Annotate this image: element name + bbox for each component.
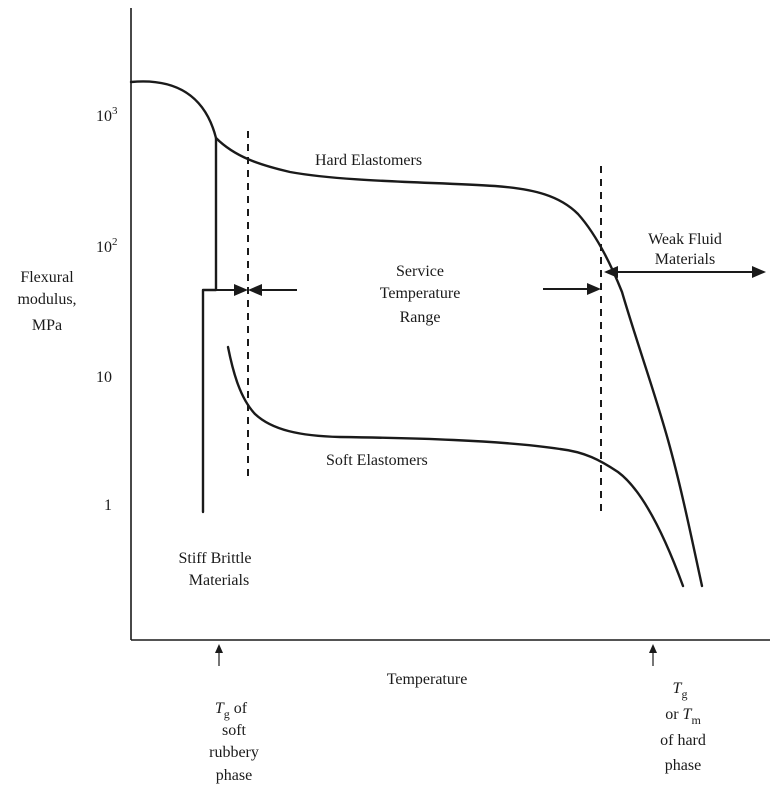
weak-fluid-label-line-1: Weak Fluid (648, 231, 722, 248)
arrow-head-icon (215, 644, 223, 653)
y-axis-label-line-3: MPa (32, 317, 62, 334)
series-hard-elastomers-curve (129, 80, 704, 588)
tg-soft-label-line-4: phase (216, 767, 252, 784)
tg-hard-label-line-3: of hard (660, 732, 706, 749)
arrow-head-icon (234, 284, 248, 296)
tg-hard-label-line-1: Tg (673, 680, 688, 701)
service-range-label-line-2: Temperature (380, 285, 461, 302)
weak-fluid-label-line-2: Materials (655, 251, 715, 268)
tg-hard-label-line-2: or Tm (665, 706, 701, 727)
arrow-head-icon (649, 644, 657, 653)
tg-soft-label-line-2: soft (222, 722, 247, 739)
tg-soft-label-line-1: Tg of (215, 700, 248, 721)
y-tick-10: 10 (96, 369, 112, 386)
tg-hard-label-line-4: phase (665, 757, 701, 774)
stiff-brittle-label-line-2: Materials (189, 572, 249, 589)
arrow-head-icon (604, 266, 618, 278)
y-tick-100: 102 (96, 236, 118, 256)
stiff-brittle-label-line-1: Stiff Brittle (178, 550, 251, 567)
y-tick-1000: 103 (96, 105, 118, 125)
arrow-head-icon (248, 284, 262, 296)
series-label-hard-elastomers: Hard Elastomers (315, 152, 422, 169)
series-soft-elastomers-curve (226, 345, 685, 588)
arrow-head-icon (752, 266, 766, 278)
y-tick-1: 1 (104, 497, 112, 514)
series-label-soft-elastomers: Soft Elastomers (326, 452, 428, 469)
service-range-label-line-3: Range (400, 309, 441, 326)
y-axis-label-line-1: Flexural (20, 269, 74, 286)
x-axis-label: Temperature (387, 671, 468, 688)
service-range-label-line-1: Service (396, 263, 444, 280)
y-axis-label-line-2: modulus, (17, 291, 76, 308)
stiff-brittle-drop-line (201, 136, 218, 514)
arrow-head-icon (587, 283, 601, 295)
tg-soft-label-line-3: rubbery (209, 744, 259, 761)
